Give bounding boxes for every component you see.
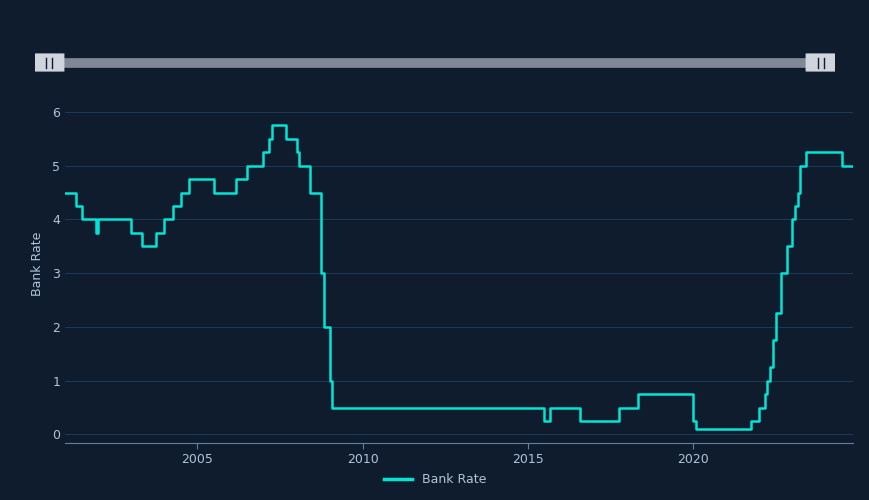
FancyBboxPatch shape <box>34 54 64 72</box>
FancyBboxPatch shape <box>805 54 835 72</box>
Y-axis label: Bank Rate: Bank Rate <box>31 232 44 296</box>
Legend: Bank Rate: Bank Rate <box>379 468 490 491</box>
